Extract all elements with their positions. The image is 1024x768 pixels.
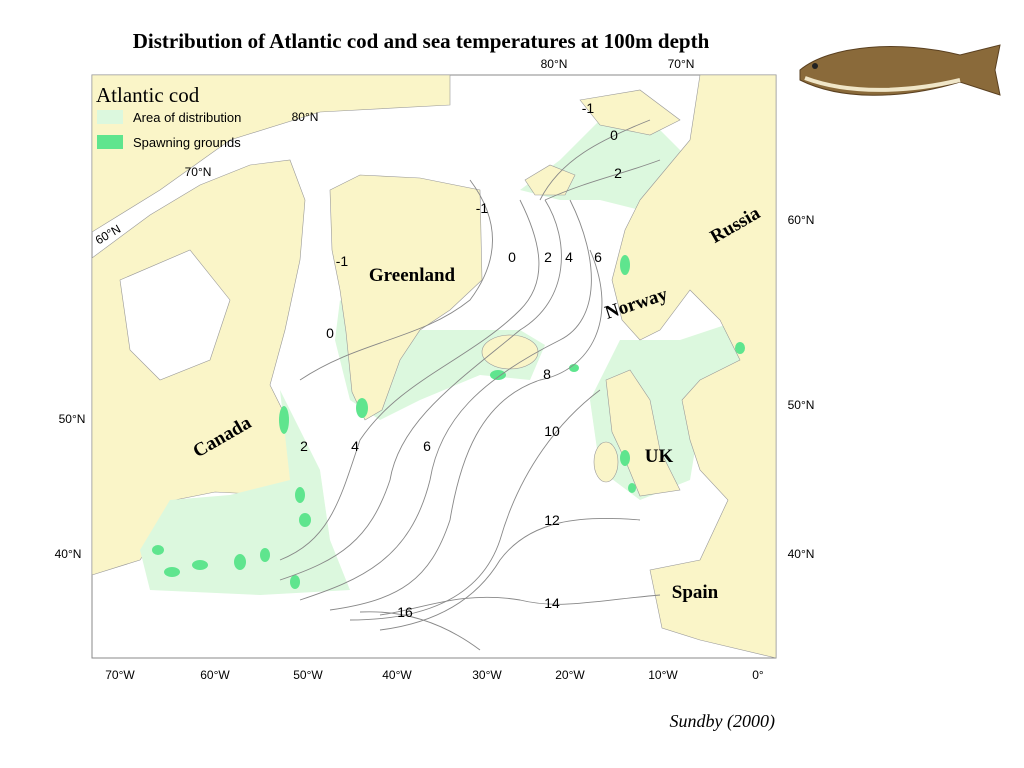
spawning-area (192, 560, 208, 570)
spawning-grounds (152, 255, 745, 589)
isotherm-label: 8 (543, 366, 551, 382)
isotherm-label: 2 (544, 249, 552, 265)
distribution-canada (140, 390, 350, 595)
longitude-label: 10°W (648, 668, 678, 682)
latitude-label: 60°N (788, 213, 815, 227)
isotherm (349, 389, 601, 621)
spawning-area (356, 398, 368, 418)
isotherm (279, 199, 562, 581)
latitude-label: 70°N (185, 165, 212, 179)
isotherm (379, 517, 641, 631)
land-europe (611, 74, 777, 659)
latitude-label: 50°N (788, 398, 815, 412)
isotherm-label: 6 (423, 438, 431, 454)
land-uk (605, 369, 681, 497)
map (91, 74, 777, 659)
isotherm-label: 4 (351, 438, 359, 454)
spawning-area (620, 450, 630, 466)
land-arctic-canada (91, 74, 451, 233)
spawning-area (628, 483, 636, 493)
legend-swatch (97, 135, 123, 149)
longitude-label: 20°W (555, 668, 585, 682)
isotherm (299, 179, 493, 381)
spawning-area (290, 575, 300, 589)
region-label: Greenland (369, 265, 456, 286)
isotherm-label: 16 (397, 604, 413, 620)
isotherm (279, 199, 540, 561)
spawning-area (295, 487, 305, 503)
isotherm-label: 0 (326, 325, 334, 341)
isotherm (379, 594, 661, 616)
isotherm-label: 12 (544, 512, 560, 528)
legend-title: Atlantic cod (96, 83, 200, 107)
isotherm (359, 611, 481, 651)
longitude-label: 40°W (382, 668, 412, 682)
source: Sundby (2000) (670, 711, 775, 732)
spawning-area (299, 513, 311, 527)
cod-belly (804, 76, 961, 92)
land-svalbard (524, 164, 576, 196)
spawning-area (234, 554, 246, 570)
spawning-area (152, 545, 164, 555)
isotherm-label: 4 (565, 249, 573, 265)
isotherm-label: -1 (582, 100, 595, 116)
latitude-label: 70°N (668, 57, 695, 71)
longitude-label: 0° (752, 668, 764, 682)
land-greenland (329, 174, 483, 421)
isotherm-label: -1 (336, 253, 349, 269)
legend (97, 110, 123, 149)
land-novaya-zemlya (579, 89, 681, 136)
isotherm-label: 2 (300, 438, 308, 454)
land-iceland (481, 334, 539, 370)
land-ireland (593, 441, 619, 483)
spawning-area (735, 342, 745, 354)
region-label: UK (645, 446, 674, 467)
region-label: Spain (672, 582, 719, 603)
isotherm-label: 0 (508, 249, 516, 265)
latitude-label: 50°N (59, 412, 86, 426)
legend-item: Spawning grounds (133, 135, 241, 150)
cod-illustration (799, 44, 1001, 96)
isotherm-label: 0 (610, 127, 618, 143)
isotherm (329, 249, 603, 611)
longitude-label: 60°W (200, 668, 230, 682)
isotherms (279, 119, 661, 651)
hudson-bay (119, 249, 231, 381)
latitude-label: 40°N (55, 547, 82, 561)
isotherm-label: 2 (614, 165, 622, 181)
legend-swatch (97, 110, 123, 124)
isotherm-label: 6 (594, 249, 602, 265)
legend-item: Area of distribution (133, 110, 241, 125)
title: Distribution of Atlantic cod and sea tem… (133, 29, 710, 53)
spawning-area (490, 370, 506, 380)
spawning-area (164, 567, 180, 577)
spawning-area (279, 406, 289, 434)
latitude-label: 80°N (292, 110, 319, 124)
isotherm-label: -1 (476, 200, 489, 216)
latitude-label: 80°N (541, 57, 568, 71)
spawning-area (260, 548, 270, 562)
isotherm-label: 14 (544, 595, 560, 611)
spawning-area (620, 255, 630, 275)
isotherm (299, 199, 592, 601)
latitude-label: 40°N (788, 547, 815, 561)
isotherm-label: 10 (544, 423, 560, 439)
longitude-label: 50°W (293, 668, 323, 682)
cod-eye (812, 63, 818, 69)
isotherm (544, 159, 661, 201)
longitude-label: 30°W (472, 668, 502, 682)
isotherm (539, 119, 651, 201)
longitude-label: 70°W (105, 668, 135, 682)
